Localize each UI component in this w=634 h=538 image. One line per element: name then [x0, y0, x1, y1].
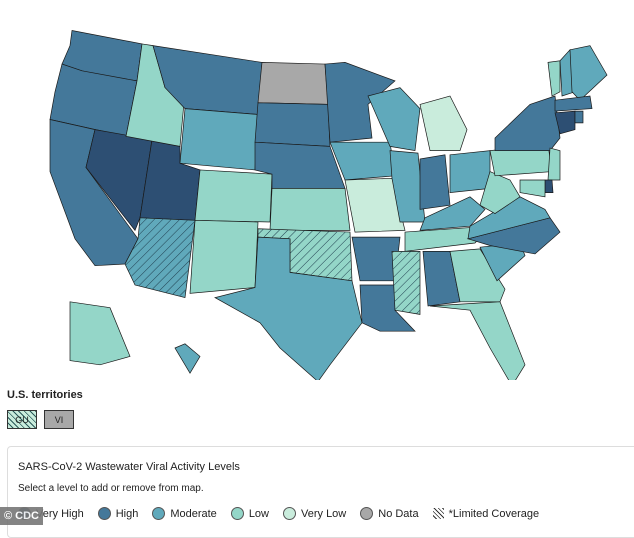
- territory-vi[interactable]: VI: [44, 410, 74, 429]
- legend-very-low[interactable]: Very Low: [283, 507, 346, 520]
- very-low-swatch: [283, 507, 296, 520]
- state-wy[interactable]: [179, 108, 259, 171]
- legend-no-data[interactable]: No Data: [360, 507, 419, 520]
- territories-title: U.S. territories: [7, 389, 83, 401]
- legend-title: SARS-CoV-2 Wastewater Viral Activity Lev…: [18, 461, 240, 473]
- state-co[interactable]: [194, 169, 273, 223]
- limited-coverage-hatch: [392, 251, 420, 315]
- state-ct[interactable]: [554, 110, 576, 135]
- legend-panel: SARS-CoV-2 Wastewater Viral Activity Lev…: [7, 446, 634, 538]
- low-swatch: [230, 507, 244, 520]
- hatch-icon: [432, 508, 444, 519]
- state-vt[interactable]: [547, 60, 561, 97]
- state-ky[interactable]: [419, 196, 486, 231]
- state-sd[interactable]: [254, 102, 331, 147]
- us-map: [49, 30, 608, 380]
- state-ny[interactable]: [494, 95, 561, 151]
- state-in[interactable]: [419, 154, 451, 210]
- legend-moderate[interactable]: Moderate: [152, 507, 217, 520]
- legend-label: No Data: [378, 507, 419, 520]
- state-nj[interactable]: [547, 147, 561, 181]
- limited-coverage-hatch: [258, 228, 352, 281]
- state-ks[interactable]: [269, 188, 351, 231]
- state-me[interactable]: [569, 45, 608, 101]
- legend-label: High: [115, 507, 139, 520]
- state-oh[interactable]: [449, 150, 491, 193]
- state-wv[interactable]: [479, 171, 521, 215]
- high-swatch: [97, 507, 111, 520]
- legend-label: Low: [248, 507, 269, 520]
- state-md[interactable]: [519, 179, 546, 198]
- legend-label: *Limited Coverage: [448, 507, 540, 520]
- credit: © CDC: [0, 507, 43, 525]
- moderate-swatch: [152, 507, 166, 520]
- legend-label: Very High: [36, 507, 84, 520]
- state-ma[interactable]: [554, 95, 593, 112]
- state-wi[interactable]: [367, 87, 421, 152]
- legend-high[interactable]: High: [97, 507, 139, 520]
- state-hi[interactable]: [174, 343, 201, 374]
- state-ri[interactable]: [574, 110, 584, 124]
- legend-low[interactable]: Low: [230, 507, 269, 520]
- legend-subtitle: Select a level to add or remove from map…: [18, 483, 204, 494]
- state-de[interactable]: [544, 179, 554, 193]
- state-ga[interactable]: [449, 248, 506, 303]
- state-ak[interactable]: [69, 301, 131, 366]
- legend-label: Very Low: [301, 507, 347, 520]
- state-fl[interactable]: [429, 301, 526, 380]
- state-il[interactable]: [389, 150, 426, 223]
- state-nd[interactable]: [257, 62, 329, 105]
- limited-coverage-hatch: [125, 217, 195, 298]
- state-nm[interactable]: [189, 219, 259, 294]
- state-tx[interactable]: [214, 236, 363, 380]
- state-mo[interactable]: [344, 177, 406, 233]
- legend-label: Moderate: [170, 507, 217, 520]
- legend-limited-coverage: *Limited Coverage: [432, 507, 540, 520]
- state-mi[interactable]: [419, 95, 468, 151]
- territory-gu[interactable]: GU: [7, 410, 37, 429]
- no-data-swatch: [360, 507, 374, 520]
